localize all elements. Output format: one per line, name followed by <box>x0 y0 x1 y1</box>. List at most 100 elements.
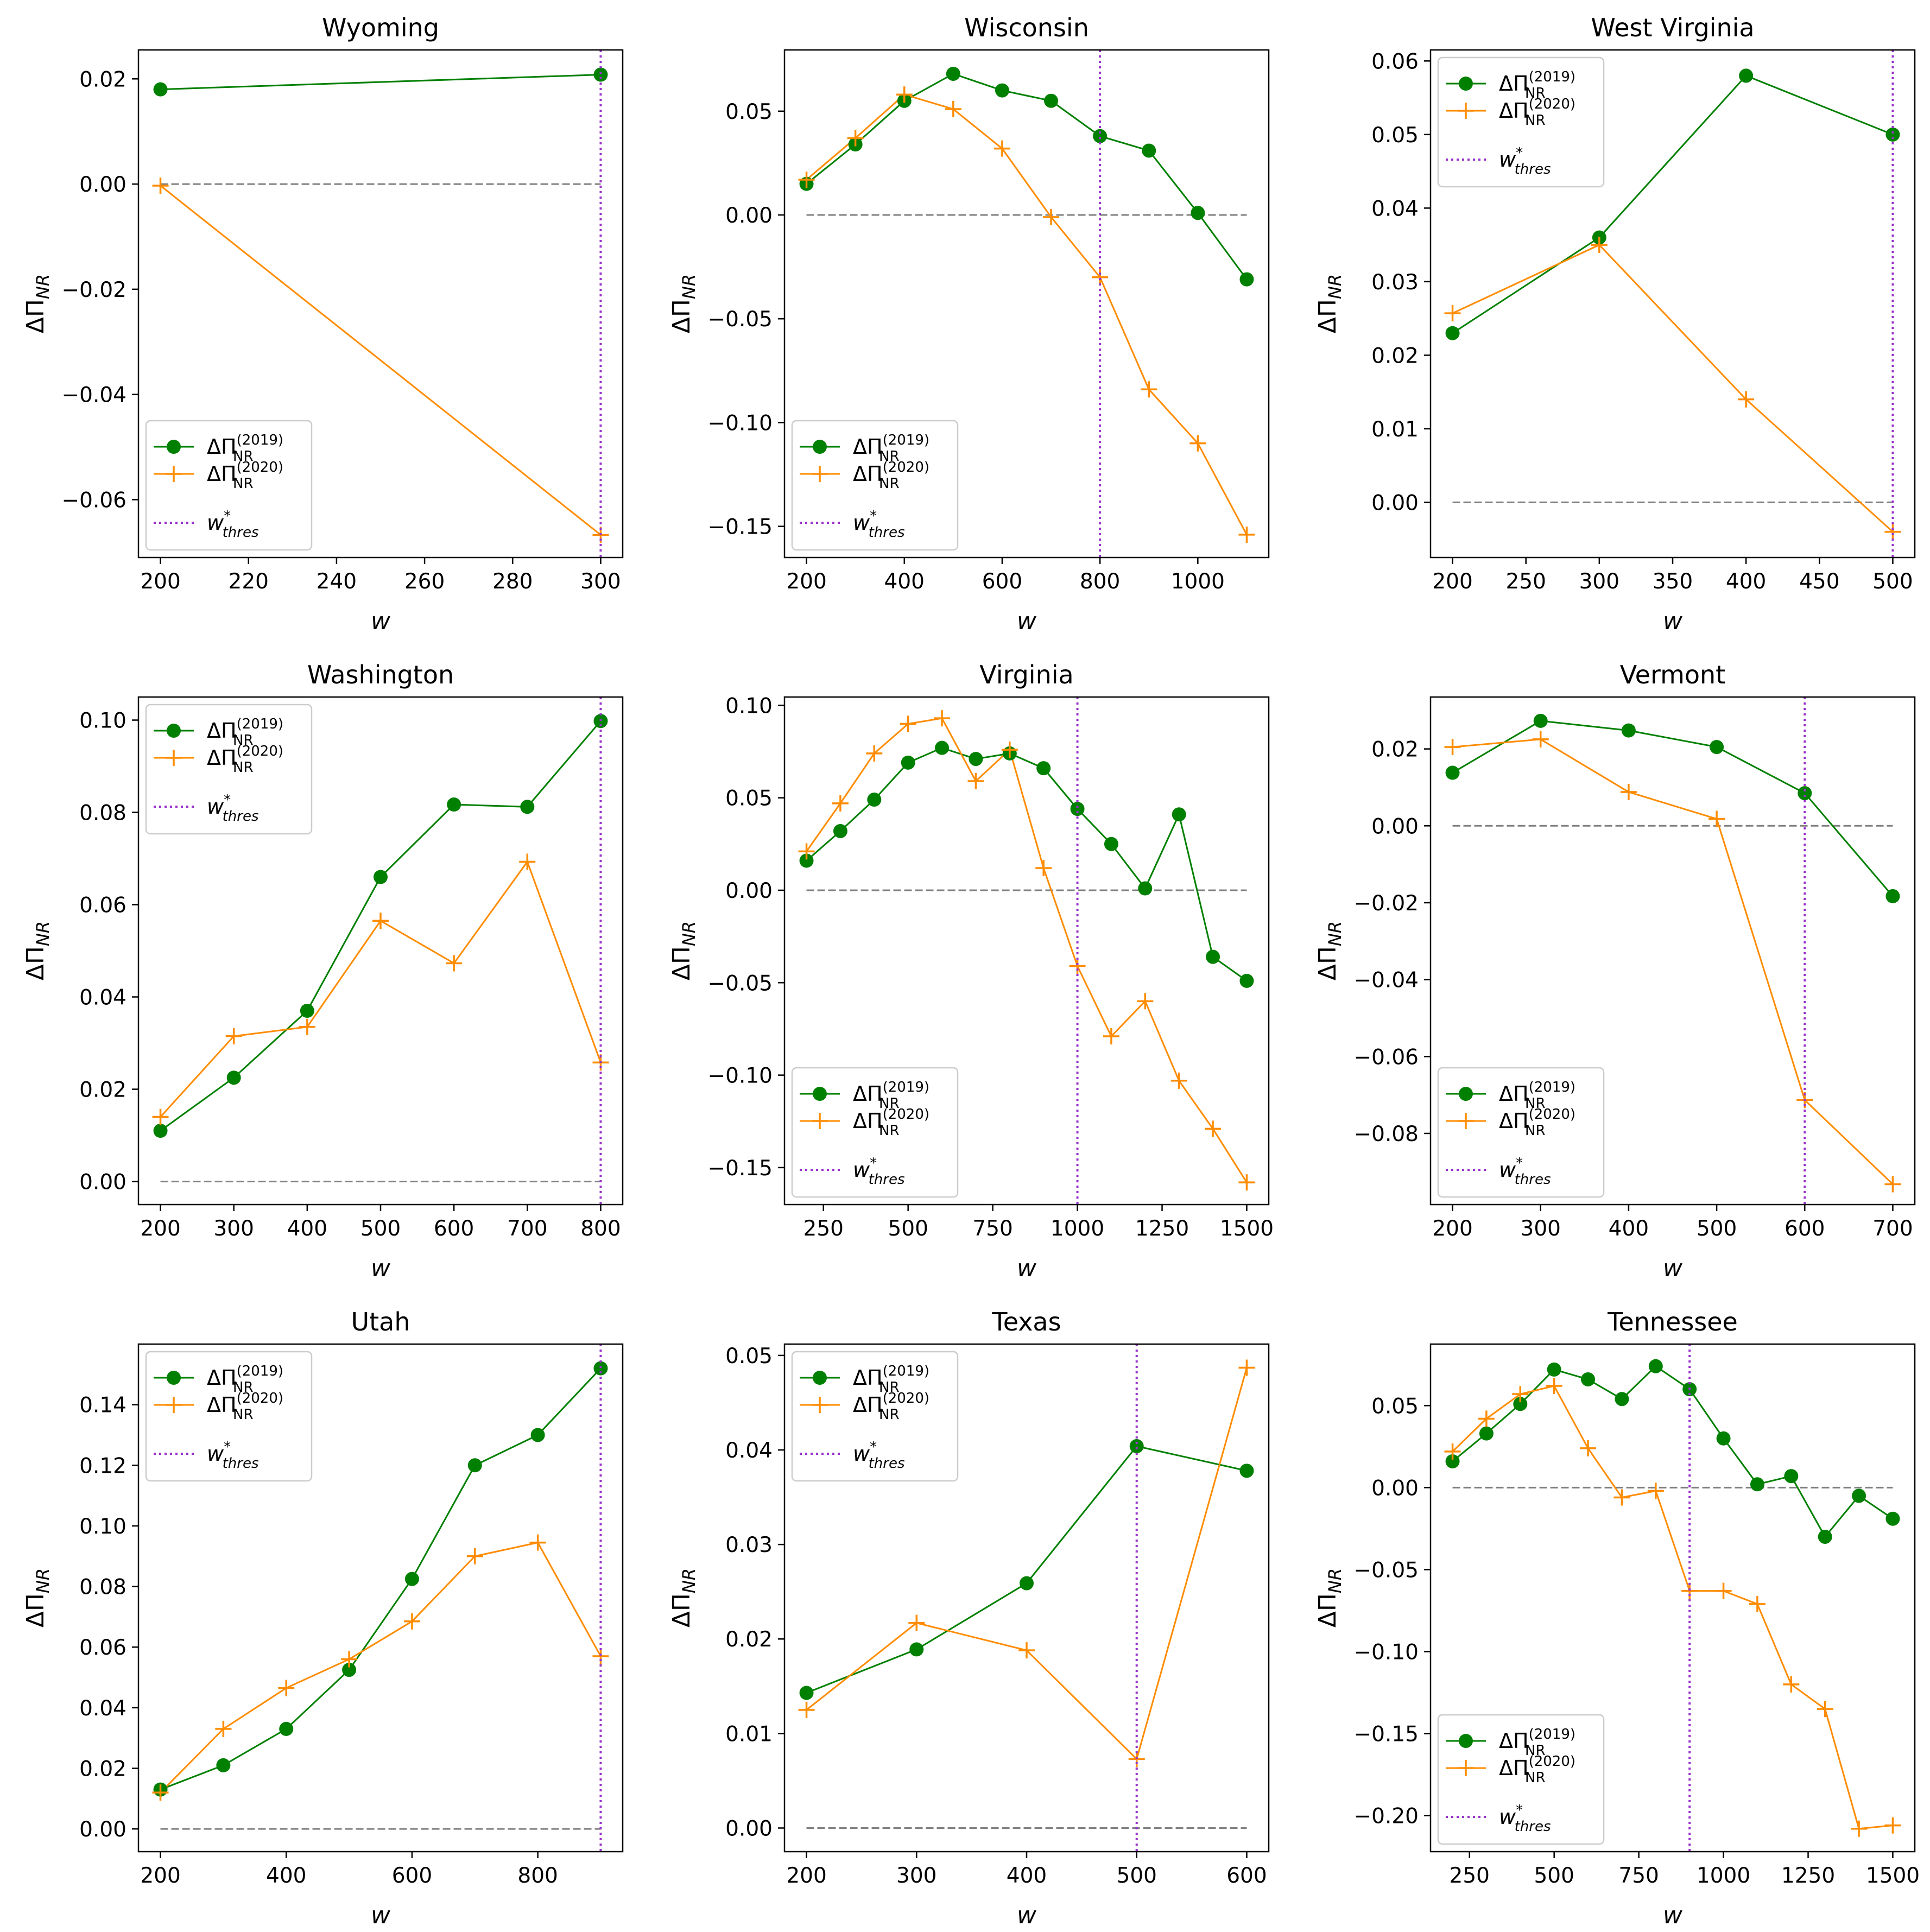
legend-box <box>1437 1067 1605 1198</box>
y-tick-label: 0.10 <box>725 694 773 718</box>
legend-marker-2020 <box>166 750 182 766</box>
plot-frame <box>1429 1343 1916 1853</box>
subplot-title: Texas <box>991 1307 1061 1336</box>
series-2019-point <box>1615 1392 1629 1407</box>
legend-text-base: ΔΠ <box>1499 99 1529 123</box>
series-2019-line <box>160 74 601 91</box>
y-tick-label: 0.00 <box>1371 814 1419 839</box>
legend-marker-2020 <box>812 1397 828 1413</box>
series-2020-point <box>1001 742 1018 758</box>
legend-marker-2019 <box>1459 77 1473 91</box>
svg-text:w*thres: w* thres <box>207 1439 259 1472</box>
x-tick-label: 400 <box>1726 569 1766 594</box>
legend-text-sup: * <box>1516 145 1523 161</box>
series-2019-point <box>374 870 388 884</box>
y-tick-label: 0.00 <box>725 879 773 903</box>
series-2020-line <box>160 1541 602 1794</box>
legend-marker-2019 <box>813 440 827 454</box>
legend-text-sup: (2020) <box>883 459 929 476</box>
legend-box <box>145 704 313 835</box>
series-2020-point <box>446 955 463 972</box>
y-tick-label: 0.08 <box>79 801 126 826</box>
series-2019-point <box>1129 1439 1144 1454</box>
x-tick-label: 750 <box>1618 1864 1659 1888</box>
series-2020-point <box>1817 1701 1833 1718</box>
x-axis-label: w <box>371 1255 391 1282</box>
legend-text-base: w <box>207 795 224 819</box>
legend-text-sup: (2019) <box>237 432 283 448</box>
svg-text:ΔΠ(2020)NR: ΔΠ(2020) NR <box>207 459 283 492</box>
y-tick-label: 0.04 <box>79 1696 126 1721</box>
series-2020-point <box>1749 1595 1766 1612</box>
series-2019-point <box>995 83 1009 98</box>
legend-box <box>791 420 959 551</box>
series-2019-point <box>1142 143 1156 158</box>
svg-text:w*thres: w* thres <box>207 792 259 825</box>
x-tick-label: 500 <box>888 1217 928 1241</box>
series-2019-point <box>1710 740 1724 755</box>
series-2019-point <box>1513 1397 1528 1411</box>
y-tick-label: 0.00 <box>1371 491 1419 515</box>
x-tick-label: 350 <box>1653 569 1693 594</box>
series-2020-point <box>847 130 864 147</box>
legend-marker-2019 <box>167 724 181 738</box>
legend-marker-2019 <box>813 1087 827 1101</box>
series-2019-point <box>1020 1576 1034 1591</box>
legend-text-sub: thres <box>223 1455 259 1472</box>
x-tick-label: 200 <box>1432 1217 1472 1241</box>
legend-text-sup: (2019) <box>237 1363 283 1379</box>
series-2019-point <box>1533 713 1548 728</box>
subplot-title: West Virginia <box>1591 13 1754 42</box>
x-tick-label: 260 <box>404 569 445 594</box>
svg-text:ΔΠ(2019)NR: ΔΠ(2019) NR <box>207 716 283 749</box>
x-tick-label: 220 <box>229 569 269 594</box>
series-2019-point <box>1239 1464 1254 1478</box>
series-2019-point <box>1547 1362 1561 1377</box>
series-2020-point <box>1884 1817 1901 1834</box>
x-tick-label: 500 <box>360 1217 401 1241</box>
y-tick-label: 0.00 <box>79 173 126 197</box>
series-2019-point <box>867 793 882 807</box>
y-axis-label: ΔΠNR <box>668 921 699 980</box>
series-2020-point <box>1591 237 1608 254</box>
series-2019-line <box>806 747 1248 982</box>
series-2019-point <box>226 1070 241 1085</box>
svg-text:ΔΠ(2019)NR: ΔΠ(2019) NR <box>207 432 283 465</box>
series-2020-point <box>592 1648 609 1664</box>
y-tick-label: −0.05 <box>707 307 773 332</box>
legend-text-sup: (2020) <box>237 1390 283 1407</box>
legend-text-sup: (2019) <box>237 716 283 732</box>
svg-text:ΔΠ(2019)NR: ΔΠ(2019) NR <box>853 1363 929 1396</box>
series-2019-point <box>909 1642 924 1657</box>
series-2020-point <box>529 1534 546 1551</box>
series-2019-point <box>1852 1488 1866 1503</box>
series-2020-point <box>896 86 913 103</box>
y-tick-label: 0.02 <box>1371 344 1419 368</box>
svg-text:w*thres: w* thres <box>853 508 905 541</box>
legend-marker-2020 <box>812 466 828 482</box>
x-tick-label: 800 <box>1080 569 1120 594</box>
y-tick-label: 0.01 <box>725 1722 773 1746</box>
series-2020-point <box>1141 381 1157 398</box>
series-2020-point <box>1647 1483 1664 1499</box>
y-tick-label: 0.05 <box>1371 1394 1419 1418</box>
legend-text-sub: NR <box>233 448 254 465</box>
subplot-title: Tennessee <box>1607 1307 1738 1336</box>
series-2019-line <box>806 73 1248 280</box>
x-tick-label: 600 <box>1785 1217 1825 1241</box>
x-tick-label: 400 <box>287 1217 327 1241</box>
series-2019-point <box>1036 761 1051 776</box>
series-2020-point <box>1103 1028 1119 1045</box>
x-tick-label: 500 <box>1534 1864 1574 1888</box>
series-2020-line <box>160 185 602 536</box>
y-tick-label: 0.00 <box>79 1817 126 1842</box>
series-2019-point <box>1716 1431 1731 1446</box>
y-tick-label: 0.05 <box>725 1344 773 1369</box>
series-2020-point <box>215 1720 232 1737</box>
x-tick-label: 1000 <box>1697 1864 1750 1888</box>
x-tick-label: 1250 <box>1781 1864 1835 1888</box>
series-2020-point <box>152 1108 169 1125</box>
x-tick-label: 250 <box>1505 569 1546 594</box>
y-tick-label: 0.08 <box>79 1575 126 1600</box>
